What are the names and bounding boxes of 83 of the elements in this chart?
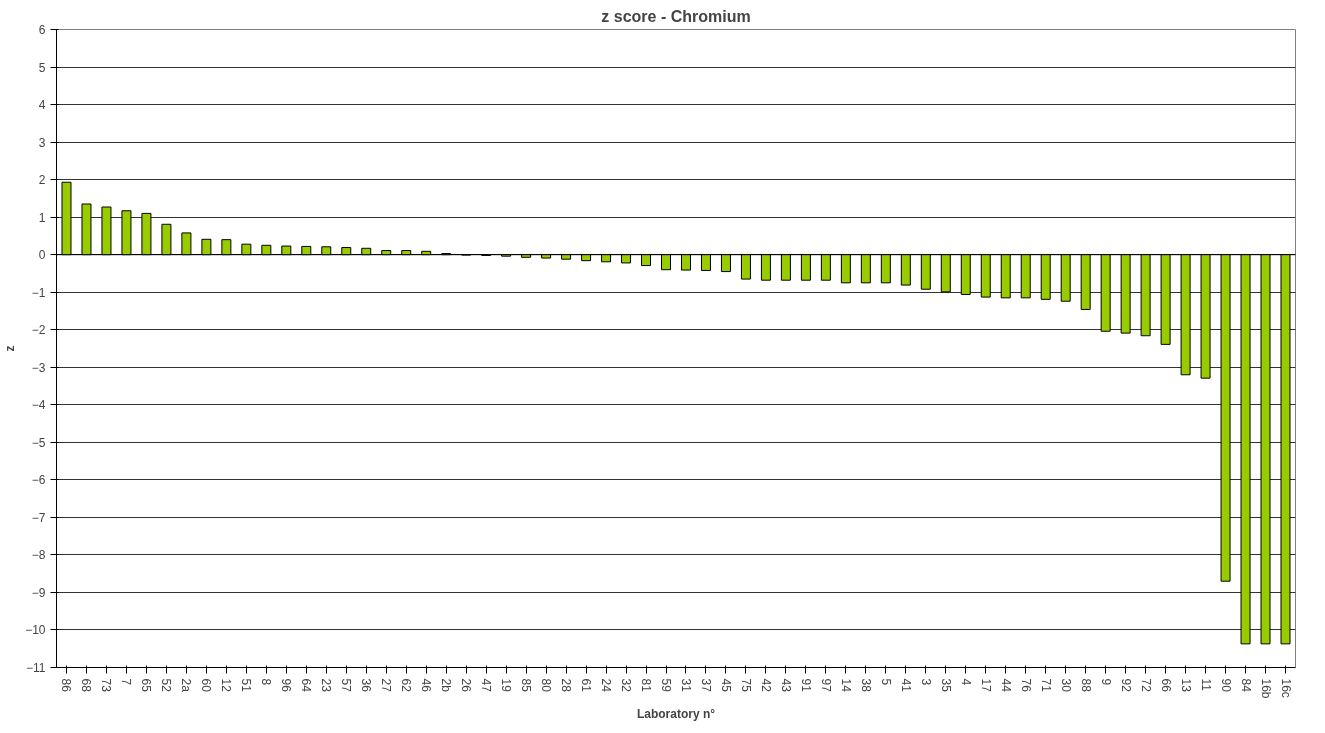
x-tick-label: 11 <box>1198 678 1213 692</box>
x-tick-label: 30 <box>1058 678 1073 693</box>
x-tick-label: 16b <box>1258 678 1273 699</box>
x-tick-label: 43 <box>778 678 793 693</box>
y-tick-label: −2 <box>31 323 46 338</box>
y-tick-label: −3 <box>31 360 46 375</box>
x-tick-label: 85 <box>519 678 534 693</box>
y-tick-label: −10 <box>25 623 46 638</box>
x-tick-label: 26 <box>459 678 474 693</box>
y-tick-label: 6 <box>38 23 46 37</box>
x-tick-label: 71 <box>1038 678 1053 693</box>
x-tick-label: 12 <box>219 678 234 693</box>
x-tick-label: 66 <box>1158 678 1173 693</box>
x-tick-label: 2b <box>439 678 454 693</box>
chart-title: z score - Chromium <box>601 7 751 25</box>
y-tick-label: 4 <box>38 98 46 113</box>
x-tick-label: 81 <box>639 678 654 693</box>
x-tick-label: 27 <box>379 678 394 693</box>
y-tick-label: −11 <box>26 661 46 675</box>
x-tick-label: 80 <box>539 678 554 693</box>
x-tick-label: 3 <box>918 678 933 686</box>
y-tick-label: 5 <box>38 60 46 75</box>
x-tick-label: 90 <box>1218 678 1233 693</box>
x-tick-label: 14 <box>838 678 853 693</box>
x-tick-label: 44 <box>998 678 1013 693</box>
x-tick-label: 47 <box>479 678 494 693</box>
x-tick-label: 97 <box>818 678 833 693</box>
y-tick-label: 2 <box>38 173 46 188</box>
x-axis-title: Laboratory n° <box>636 706 716 721</box>
x-tick-label: 36 <box>359 678 374 693</box>
x-tick-label: 41 <box>898 678 913 693</box>
x-tick-label: 31 <box>678 678 693 693</box>
x-tick-label: 2a <box>179 678 194 693</box>
x-tick-label: 61 <box>579 678 594 693</box>
x-tick-label: 7 <box>119 678 134 686</box>
x-tick-label: 35 <box>938 678 953 693</box>
y-tick-label: −9 <box>31 585 46 600</box>
x-tick-label: 57 <box>339 678 354 693</box>
x-tick-label: 38 <box>858 678 873 693</box>
x-tick-label: 60 <box>199 678 214 693</box>
x-tick-label: 51 <box>239 678 254 693</box>
x-tick-label: 16c <box>1278 678 1293 698</box>
x-tick-label: 45 <box>718 678 733 693</box>
x-tick-label: 88 <box>1078 678 1093 693</box>
x-tick-label: 68 <box>79 678 94 693</box>
y-tick-label: −1 <box>31 285 46 300</box>
x-tick-label: 32 <box>619 678 634 693</box>
x-tick-label: 59 <box>659 678 674 693</box>
y-tick-label: −4 <box>31 398 46 413</box>
x-tick-label: 65 <box>139 678 154 693</box>
x-tick-label: 4 <box>958 678 973 686</box>
x-tick-label: 24 <box>599 678 614 693</box>
x-tick-label: 52 <box>159 678 174 693</box>
x-tick-label: 73 <box>99 678 114 693</box>
y-tick-label: 0 <box>38 248 46 263</box>
x-tick-label: 46 <box>419 678 434 693</box>
y-tick-label: 1 <box>38 210 46 225</box>
x-tick-label: 91 <box>798 678 813 693</box>
x-tick-label: 23 <box>319 678 334 693</box>
y-axis-title: z <box>3 345 18 352</box>
x-tick-label: 42 <box>758 678 773 693</box>
y-tick-label: −5 <box>31 435 46 450</box>
x-tick-label: 19 <box>499 678 514 693</box>
x-tick-label: 96 <box>279 678 294 693</box>
y-tick-label: 3 <box>38 135 46 150</box>
x-tick-label: 62 <box>399 678 414 693</box>
x-tick-label: 5 <box>878 678 893 686</box>
x-tick-label: 28 <box>559 678 574 693</box>
x-tick-label: 13 <box>1178 678 1193 693</box>
x-tick-label: 75 <box>738 678 753 693</box>
x-tick-label: 84 <box>1238 678 1253 693</box>
x-tick-label: 17 <box>978 678 993 693</box>
y-tick-label: −7 <box>31 510 46 525</box>
x-tick-label: 86 <box>59 678 74 693</box>
y-tick-label: −6 <box>31 473 46 488</box>
x-tick-label: 8 <box>259 678 274 686</box>
x-tick-label: 37 <box>698 678 713 693</box>
x-tick-label: 9 <box>1098 678 1113 686</box>
y-tick-label: −8 <box>31 548 46 563</box>
x-tick-label: 72 <box>1138 678 1153 693</box>
x-tick-label: 76 <box>1018 678 1033 693</box>
x-tick-label: 64 <box>299 678 314 693</box>
x-tick-label: 92 <box>1118 678 1133 693</box>
